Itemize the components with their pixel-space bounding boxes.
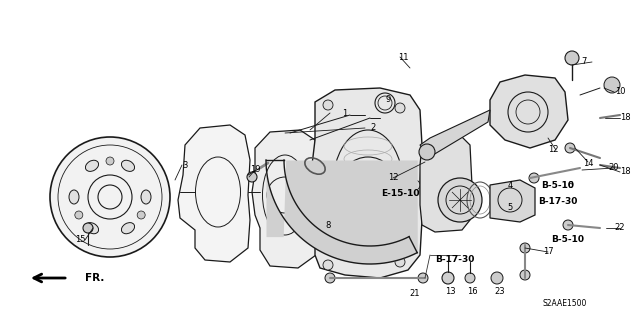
Text: 11: 11: [397, 53, 408, 62]
Text: 1: 1: [342, 108, 348, 117]
Circle shape: [418, 273, 428, 283]
Polygon shape: [490, 75, 568, 148]
Text: 21: 21: [410, 288, 420, 298]
Circle shape: [325, 273, 335, 283]
Text: 17: 17: [543, 248, 554, 256]
Polygon shape: [490, 180, 535, 222]
Circle shape: [410, 180, 420, 190]
Text: B-17-30: B-17-30: [435, 256, 475, 264]
Text: 7: 7: [581, 57, 587, 66]
Text: 4: 4: [508, 181, 513, 189]
Circle shape: [520, 270, 530, 280]
Ellipse shape: [141, 190, 151, 204]
Text: B-17-30: B-17-30: [538, 197, 578, 206]
Circle shape: [323, 260, 333, 270]
Text: E-15-10: E-15-10: [381, 189, 419, 197]
Text: 23: 23: [495, 287, 506, 296]
Text: 12: 12: [548, 145, 558, 154]
Ellipse shape: [69, 190, 79, 204]
Text: B-5-10: B-5-10: [552, 235, 584, 244]
Polygon shape: [420, 135, 472, 232]
Text: 22: 22: [615, 224, 625, 233]
Circle shape: [50, 137, 170, 257]
Circle shape: [106, 157, 114, 165]
Circle shape: [247, 172, 257, 182]
Ellipse shape: [86, 223, 99, 234]
Text: 5: 5: [508, 204, 513, 212]
Text: B-5-10: B-5-10: [541, 181, 575, 189]
Ellipse shape: [86, 160, 99, 171]
Circle shape: [565, 143, 575, 153]
Text: 8: 8: [325, 220, 331, 229]
Text: 18: 18: [620, 114, 630, 122]
Circle shape: [465, 273, 475, 283]
Circle shape: [137, 211, 145, 219]
Text: 15: 15: [75, 235, 85, 244]
Text: 16: 16: [467, 287, 477, 296]
Text: 2: 2: [371, 123, 376, 132]
Text: S2AAE1500: S2AAE1500: [543, 299, 587, 308]
Text: 18: 18: [620, 167, 630, 176]
Text: 13: 13: [445, 287, 455, 296]
Text: 9: 9: [385, 95, 390, 105]
Circle shape: [529, 173, 539, 183]
Circle shape: [604, 77, 620, 93]
Ellipse shape: [122, 160, 134, 171]
Circle shape: [419, 144, 435, 160]
Circle shape: [442, 272, 454, 284]
Circle shape: [438, 178, 482, 222]
Polygon shape: [252, 130, 318, 268]
Circle shape: [563, 220, 573, 230]
Circle shape: [313, 180, 323, 190]
Circle shape: [395, 257, 405, 267]
Polygon shape: [420, 110, 490, 158]
Text: 20: 20: [609, 164, 620, 173]
Text: 12: 12: [388, 174, 398, 182]
Circle shape: [565, 51, 579, 65]
Circle shape: [75, 211, 83, 219]
Ellipse shape: [122, 223, 134, 234]
Polygon shape: [178, 125, 250, 262]
Text: 14: 14: [583, 159, 593, 167]
Text: 3: 3: [182, 160, 188, 169]
Circle shape: [520, 243, 530, 253]
Circle shape: [83, 223, 93, 233]
Polygon shape: [312, 88, 422, 278]
Text: 10: 10: [615, 87, 625, 97]
Circle shape: [395, 103, 405, 113]
Text: 19: 19: [250, 166, 260, 174]
Text: 6: 6: [567, 181, 573, 189]
Circle shape: [323, 100, 333, 110]
Circle shape: [491, 272, 503, 284]
Text: FR.: FR.: [85, 273, 104, 283]
